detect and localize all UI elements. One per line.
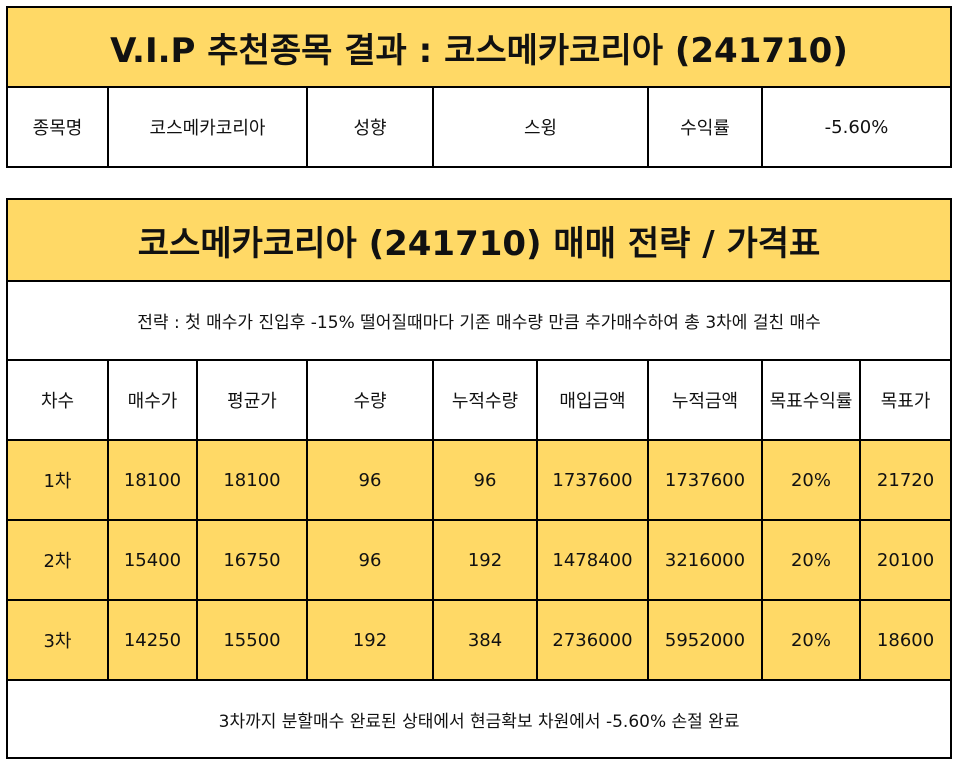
table-cell: 384	[432, 599, 538, 681]
table-cell: 18100	[196, 439, 308, 521]
table-row: 3차 14250 15500 192 384 2736000 5952000 2…	[6, 599, 953, 681]
table-cell: 18600	[858, 599, 953, 681]
table-cell: 96	[432, 439, 538, 521]
table-cell: 96	[306, 439, 434, 521]
table-cell: 20%	[761, 519, 861, 601]
column-header: 목표수익률	[761, 359, 861, 441]
table-cell: 5952000	[647, 599, 763, 681]
column-header: 누적수량	[432, 359, 538, 441]
table-cell: 3216000	[647, 519, 763, 601]
result-table: V.I.P 추천종목 결과 : 코스메카코리아 (241710) 종목명 코스메…	[6, 6, 952, 168]
style-value: 스윙	[432, 86, 649, 168]
strategy-description: 전략 : 첫 매수가 진입후 -15% 떨어질때마다 기존 매수량 만큼 추가매…	[5, 280, 953, 361]
table-cell: 14250	[107, 599, 198, 681]
return-value: -5.60%	[761, 86, 952, 168]
table-cell: 15500	[196, 599, 308, 681]
table-cell: 1478400	[536, 519, 649, 601]
column-header: 매수가	[107, 359, 198, 441]
table-cell: 18100	[107, 439, 198, 521]
table-cell: 2736000	[536, 599, 649, 681]
table-cell: 16750	[196, 519, 308, 601]
result-note: 3차까지 분할매수 완료된 상태에서 현금확보 차원에서 -5.60% 손절 완…	[5, 679, 953, 759]
table-cell: 1737600	[647, 439, 763, 521]
table-cell: 15400	[107, 519, 198, 601]
table-cell: 20100	[858, 519, 953, 601]
column-header: 매입금액	[536, 359, 649, 441]
stock-name-value: 코스메카코리아	[107, 86, 308, 168]
column-header: 목표가	[858, 359, 953, 441]
column-header: 수량	[306, 359, 434, 441]
table-cell: 2차	[6, 519, 109, 601]
table-cell: 192	[432, 519, 538, 601]
table-cell: 1737600	[536, 439, 649, 521]
table-cell: 96	[306, 519, 434, 601]
table-row: 2차 15400 16750 96 192 1478400 3216000 20…	[6, 519, 953, 601]
table-cell: 20%	[761, 439, 861, 521]
table-cell: 21720	[858, 439, 953, 521]
table-row: 1차 18100 18100 96 96 1737600 1737600 20%…	[6, 439, 953, 521]
table-cell: 3차	[6, 599, 109, 681]
table-header-row: 차수 매수가 평균가 수량 누적수량 매입금액 누적금액 목표수익률 목표가	[6, 359, 953, 441]
column-header: 평균가	[196, 359, 308, 441]
table-cell: 192	[306, 599, 434, 681]
result-title: V.I.P 추천종목 결과 : 코스메카코리아 (241710)	[6, 6, 952, 88]
table-cell: 20%	[761, 599, 861, 681]
strategy-table: 코스메카코리아 (241710) 매매 전략 / 가격표 전략 : 첫 매수가 …	[5, 198, 953, 759]
table-cell: 1차	[6, 439, 109, 521]
stock-name-label: 종목명	[6, 86, 109, 168]
return-label: 수익률	[647, 86, 763, 168]
strategy-title: 코스메카코리아 (241710) 매매 전략 / 가격표	[5, 198, 953, 282]
style-label: 성향	[306, 86, 434, 168]
column-header: 누적금액	[647, 359, 763, 441]
column-header: 차수	[6, 359, 109, 441]
